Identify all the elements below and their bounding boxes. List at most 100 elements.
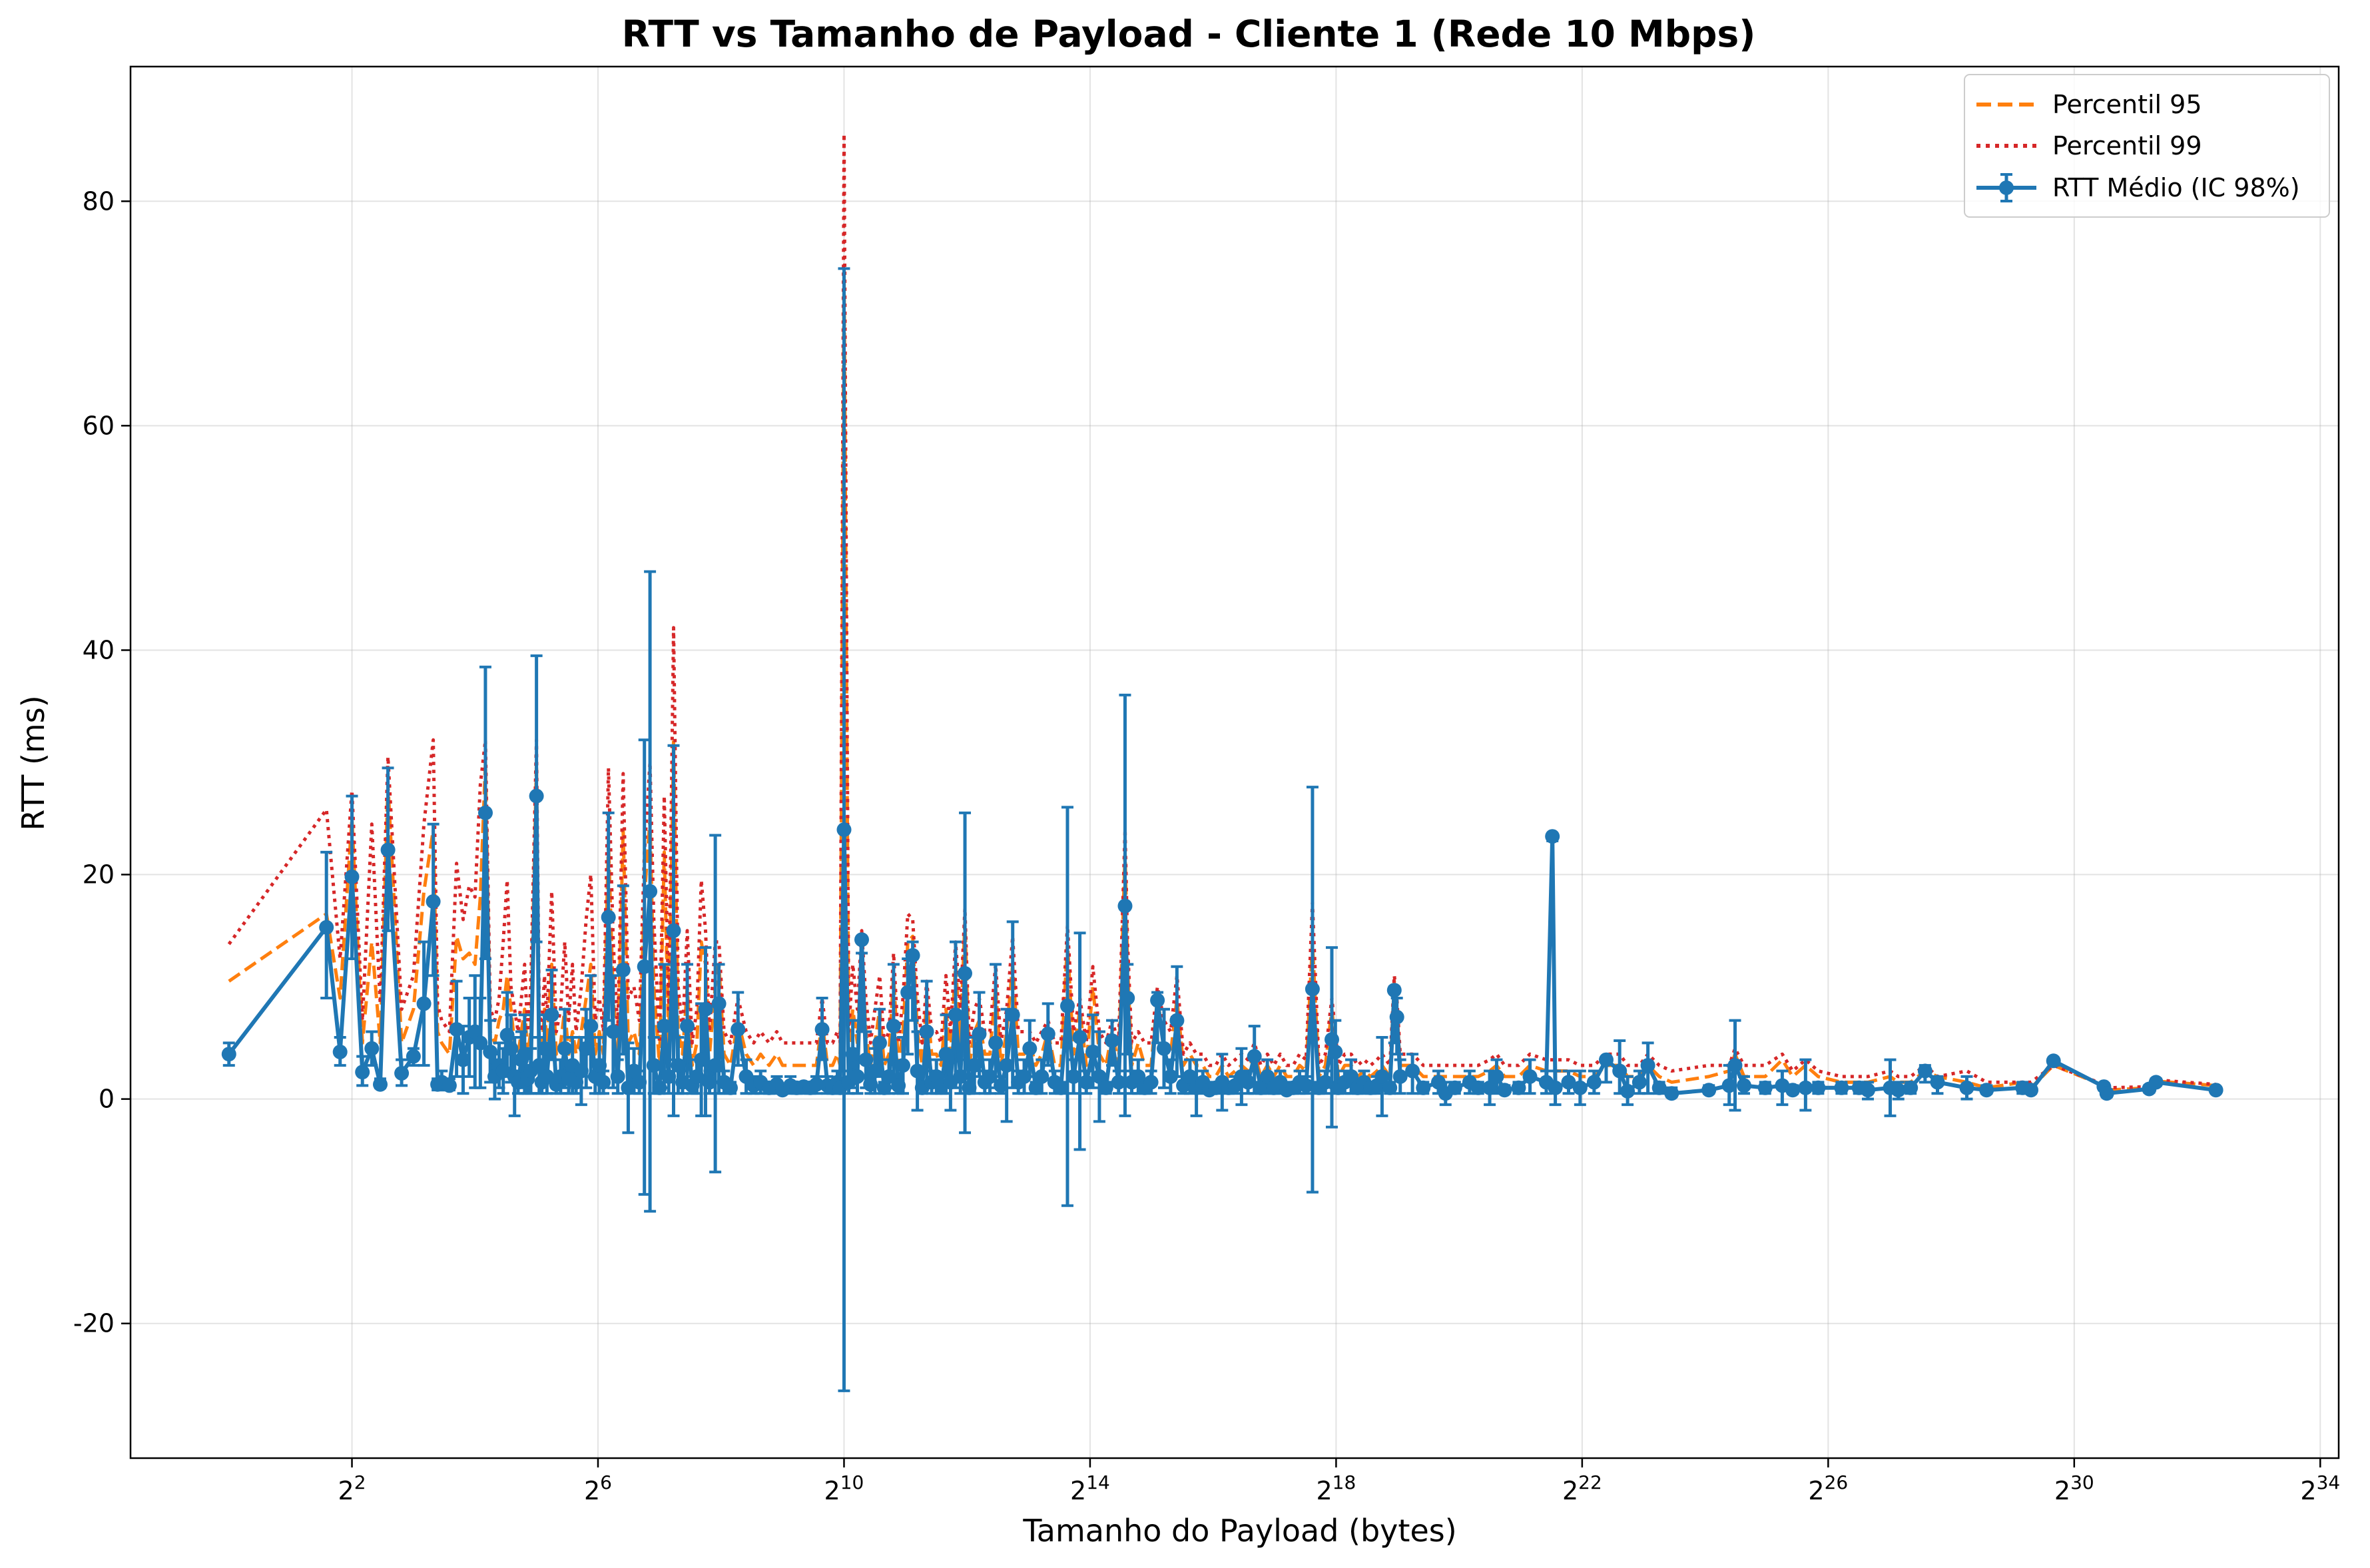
rtt-mean-point bbox=[1253, 1080, 1269, 1095]
rtt-mean-point bbox=[652, 1080, 667, 1095]
rtt-mean-point bbox=[958, 965, 972, 981]
rtt-mean-point bbox=[2148, 1075, 2164, 1090]
chart-title: RTT vs Tamanho de Payload - Cliente 1 (R… bbox=[622, 13, 1756, 55]
rtt-mean-point bbox=[449, 1022, 464, 1037]
rtt-mean-point bbox=[499, 1027, 515, 1043]
legend-item-percentil-99: Percentil 99 bbox=[1976, 131, 2202, 160]
rtt-mean-point bbox=[643, 884, 658, 899]
legend-swatch-rtt-marker bbox=[1999, 180, 2014, 195]
x-tick-label: 22 bbox=[338, 1471, 366, 1505]
rtt-mean-point bbox=[1757, 1080, 1773, 1095]
rtt-mean-point bbox=[1091, 1069, 1107, 1084]
rtt-mean-point bbox=[657, 1019, 672, 1034]
rtt-mean-point bbox=[1143, 1075, 1159, 1090]
rtt-mean-point bbox=[872, 1035, 887, 1051]
rtt-mean-point bbox=[967, 1058, 982, 1073]
x-tick-label: 234 bbox=[2300, 1471, 2340, 1505]
legend-item-rtt-medio: RTT Médio (IC 98%) bbox=[1976, 173, 2300, 202]
rtt-mean-point bbox=[972, 1026, 987, 1041]
percentil-99-line bbox=[227, 132, 2216, 1090]
rtt-mean-point bbox=[671, 1058, 686, 1073]
plot-frame bbox=[129, 65, 2340, 1459]
x-tick-label: 26 bbox=[584, 1471, 612, 1505]
rtt-mean-point bbox=[1005, 1007, 1020, 1023]
rtt-mean-point bbox=[809, 1077, 824, 1092]
rtt-mean-point bbox=[994, 1078, 1009, 1093]
rtt-mean-point bbox=[1344, 1069, 1359, 1084]
rtt-mean-point bbox=[1241, 1075, 1256, 1090]
y-tick-label: 60 bbox=[83, 411, 115, 440]
rtt-mean-point bbox=[1612, 1063, 1628, 1079]
rtt-mean-point bbox=[569, 1075, 584, 1090]
legend-item-percentil-95: Percentil 95 bbox=[1976, 90, 2202, 119]
rtt-mean-point bbox=[416, 996, 432, 1011]
rtt-mean-point bbox=[1727, 1058, 1743, 1073]
rtt-mean-point bbox=[1548, 1080, 1563, 1095]
rtt-mean-point bbox=[1325, 1032, 1339, 1047]
rtt-mean-point bbox=[1299, 1078, 1314, 1093]
rtt-mean-point bbox=[891, 1078, 906, 1093]
rtt-mean-point bbox=[1785, 1083, 1801, 1098]
rtt-mean-point bbox=[1017, 1069, 1032, 1084]
rtt-mean-point bbox=[1131, 1069, 1146, 1084]
rtt-mean-point bbox=[1066, 1069, 1081, 1084]
rtt-mean-point bbox=[1651, 1080, 1667, 1095]
rtt-mean-point bbox=[483, 1044, 498, 1059]
x-tick-label: 218 bbox=[1316, 1471, 1356, 1505]
y-tick-label: 20 bbox=[83, 860, 115, 890]
rtt-mean-point bbox=[698, 1001, 713, 1017]
rtt-mean-point bbox=[1640, 1058, 1655, 1073]
rtt-mean-point bbox=[1482, 1080, 1498, 1095]
rtt-mean-point bbox=[680, 1019, 695, 1034]
rtt-mean-point bbox=[1664, 1086, 1679, 1101]
rtt-mean-point bbox=[666, 923, 681, 938]
rtt-mean-point bbox=[319, 919, 334, 935]
rtt-mean-point bbox=[689, 1069, 705, 1084]
x-axis-label: Tamanho do Payload (bytes) bbox=[1022, 1513, 1456, 1549]
rtt-mean-point bbox=[882, 1069, 896, 1084]
rtt-mean-point bbox=[646, 1058, 661, 1073]
rtt-mean-point bbox=[731, 1022, 746, 1037]
rtt-mean-point bbox=[1470, 1080, 1486, 1095]
rtt-mean-point bbox=[2208, 1083, 2223, 1098]
rtt-mean-point bbox=[364, 1041, 380, 1056]
rtt-mean-point bbox=[905, 947, 920, 963]
rtt-mean-point bbox=[380, 842, 396, 858]
rtt-mean-point bbox=[601, 910, 616, 925]
rtt-mean-point bbox=[1798, 1080, 1813, 1095]
rtt-mean-point bbox=[1620, 1083, 1635, 1099]
rtt-mean-point bbox=[503, 1041, 519, 1056]
legend-box bbox=[1964, 74, 2330, 218]
x-tick-label: 230 bbox=[2054, 1471, 2094, 1505]
rtt-mean-point bbox=[1917, 1063, 1932, 1079]
rtt-mean-point bbox=[1416, 1080, 1431, 1095]
rtt-mean-point bbox=[531, 1058, 547, 1073]
rtt-mean-point bbox=[332, 1044, 348, 1059]
rtt-mean-point bbox=[1328, 1044, 1343, 1059]
rtt-mean-point bbox=[544, 1007, 559, 1023]
y-axis-ticks: -20 0 20 40 60 80 bbox=[73, 186, 131, 1338]
rtt-mean-point bbox=[1489, 1069, 1504, 1084]
rtt-mean-point bbox=[850, 1069, 865, 1084]
rtt-mean-point bbox=[596, 1075, 611, 1090]
rtt-mean-point bbox=[1120, 991, 1135, 1005]
rtt-mean-point bbox=[886, 1019, 901, 1034]
rtt-mean-point bbox=[896, 1058, 910, 1073]
rtt-mean-point bbox=[495, 1063, 511, 1079]
rtt-mean-point bbox=[1040, 1026, 1055, 1041]
rtt-mean-point bbox=[529, 788, 544, 804]
rtt-mean-point bbox=[1022, 1041, 1037, 1056]
rtt-mean-point bbox=[867, 1063, 882, 1079]
rtt-mean-point bbox=[1561, 1075, 1576, 1090]
rtt-mean-point bbox=[962, 1080, 977, 1095]
rtt-mean-point bbox=[2046, 1053, 2061, 1069]
rtt-mean-point bbox=[1545, 829, 1560, 844]
rtt-mean-point bbox=[2024, 1083, 2038, 1098]
rtt-mean-point bbox=[1098, 1080, 1113, 1095]
rtt-mean-point bbox=[1930, 1075, 1945, 1090]
rtt-mean-point bbox=[1979, 1083, 1994, 1098]
rtt-mean-point bbox=[1117, 898, 1133, 914]
rtt-mean-point bbox=[988, 1035, 1004, 1051]
legend-label-rtt-medio: RTT Médio (IC 98%) bbox=[2052, 173, 2300, 202]
rtt-mean-point bbox=[661, 1069, 677, 1084]
